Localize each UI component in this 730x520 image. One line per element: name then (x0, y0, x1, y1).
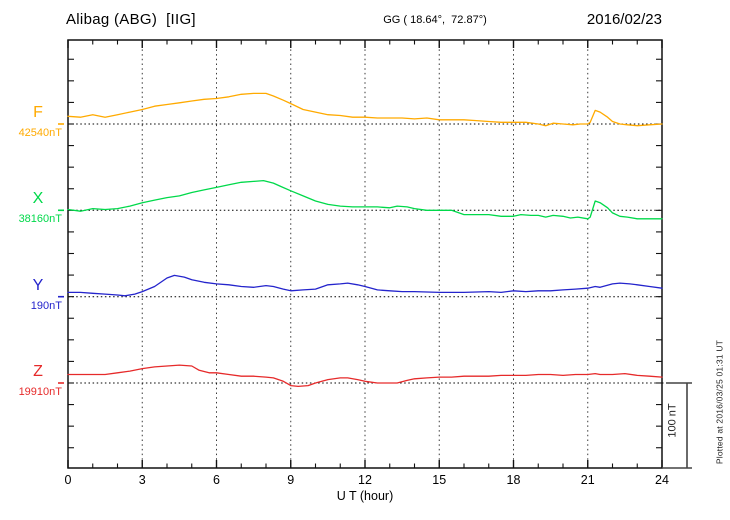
trace-Y (67, 274, 663, 297)
x-tick-label-21: 21 (580, 473, 595, 487)
x-tick-label-6: 6 (213, 473, 220, 487)
channel-baseline-Y: 190nT (30, 299, 62, 312)
plotted-at-timestamp: Plotted at 2016/03/25 01:31 UT (714, 339, 725, 465)
x-tick-label-18: 18 (506, 473, 521, 487)
station-title: Alibag (ABG) [IIG] (66, 11, 196, 28)
x-tick-label-24: 24 (655, 473, 669, 487)
trace-Z (67, 364, 663, 388)
trace-X (67, 179, 663, 220)
plot-date: 2016/02/23 (586, 11, 662, 28)
plot-frame (67, 39, 663, 469)
x-tick-label-9: 9 (287, 473, 295, 487)
x-tick-label-3: 3 (138, 473, 146, 487)
channel-label-X: X (32, 190, 44, 208)
channel-baseline-F: 42540nT (18, 127, 62, 139)
x-tick-label-0: 0 (64, 473, 72, 487)
channel-label-Y: Y (32, 276, 44, 294)
trace-F (67, 92, 663, 127)
x-axis-title: U T (hour) (336, 489, 394, 503)
x-tick-label-15: 15 (432, 473, 447, 487)
geographic-coordinates: GG ( 18.64°, 72.87°) (383, 14, 487, 26)
channel-baseline-X: 38160nT (18, 213, 62, 226)
x-tick-label-12: 12 (358, 473, 372, 487)
channel-label-Z: Z (33, 363, 43, 380)
channel-baseline-Z: 19910nT (18, 386, 62, 398)
scale-bar-label: 100 nT (666, 403, 679, 438)
channel-label-F: F (33, 104, 43, 121)
